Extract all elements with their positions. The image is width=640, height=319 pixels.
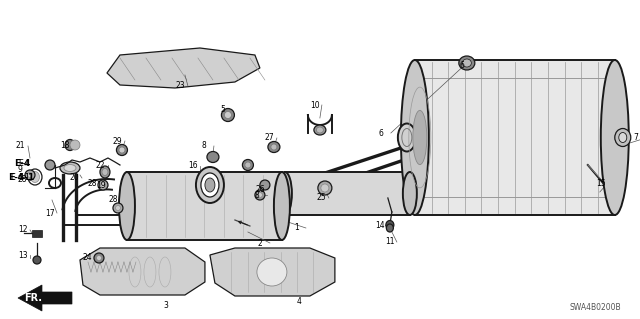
Ellipse shape (268, 142, 280, 152)
Text: E-4-1: E-4-1 (10, 173, 30, 182)
Ellipse shape (45, 160, 55, 170)
Text: 5: 5 (220, 106, 225, 115)
Ellipse shape (321, 184, 329, 192)
Ellipse shape (387, 224, 394, 232)
Ellipse shape (386, 220, 394, 229)
Ellipse shape (28, 173, 33, 177)
Polygon shape (107, 48, 260, 88)
Ellipse shape (615, 129, 631, 146)
Ellipse shape (60, 162, 80, 174)
Ellipse shape (243, 160, 253, 170)
Ellipse shape (221, 108, 234, 122)
Ellipse shape (403, 172, 417, 215)
Ellipse shape (398, 123, 416, 152)
Text: 6: 6 (460, 62, 465, 70)
Text: 18: 18 (60, 142, 70, 151)
Ellipse shape (25, 170, 35, 180)
Ellipse shape (257, 192, 262, 197)
Ellipse shape (196, 167, 224, 203)
Text: 7: 7 (634, 133, 639, 143)
Ellipse shape (119, 172, 135, 240)
Polygon shape (18, 285, 72, 311)
Ellipse shape (65, 139, 75, 151)
Ellipse shape (245, 162, 251, 168)
Text: 6: 6 (379, 129, 384, 137)
Ellipse shape (98, 180, 108, 190)
Polygon shape (415, 60, 615, 215)
Ellipse shape (205, 178, 215, 192)
Text: 11: 11 (385, 238, 394, 247)
Text: 23: 23 (176, 81, 186, 91)
Ellipse shape (260, 180, 270, 190)
Ellipse shape (113, 203, 123, 213)
Text: E-4: E-4 (18, 159, 30, 167)
Circle shape (70, 140, 80, 150)
Text: 27: 27 (265, 133, 275, 143)
Text: 24: 24 (83, 254, 93, 263)
Text: 28: 28 (88, 179, 97, 188)
Ellipse shape (413, 110, 427, 165)
Ellipse shape (619, 132, 627, 143)
Ellipse shape (115, 205, 120, 211)
Ellipse shape (459, 56, 475, 70)
Text: 3: 3 (163, 300, 168, 309)
Polygon shape (285, 172, 410, 215)
Polygon shape (80, 248, 205, 295)
Ellipse shape (225, 112, 232, 118)
Text: E-4: E-4 (14, 159, 30, 167)
Ellipse shape (119, 147, 125, 153)
Ellipse shape (31, 172, 40, 182)
Text: 10: 10 (310, 100, 319, 109)
Text: 14: 14 (375, 220, 385, 229)
Text: 19: 19 (96, 182, 106, 190)
Ellipse shape (33, 256, 41, 264)
Ellipse shape (255, 190, 265, 200)
Text: SWA4B0200B: SWA4B0200B (570, 303, 621, 313)
Ellipse shape (278, 172, 292, 215)
Ellipse shape (271, 144, 277, 150)
Ellipse shape (207, 152, 219, 162)
Text: 9: 9 (18, 166, 23, 174)
Text: 1: 1 (294, 224, 299, 233)
Text: FR.: FR. (24, 293, 42, 303)
Ellipse shape (100, 182, 106, 188)
Text: 26: 26 (256, 186, 266, 195)
Text: 28: 28 (18, 175, 28, 184)
Text: 4: 4 (297, 298, 302, 307)
Text: 22: 22 (96, 160, 106, 169)
Text: 2: 2 (258, 239, 262, 248)
Ellipse shape (201, 173, 219, 197)
Ellipse shape (601, 60, 628, 215)
Ellipse shape (102, 168, 108, 175)
Ellipse shape (116, 145, 127, 155)
Text: 21: 21 (16, 142, 26, 151)
Ellipse shape (401, 60, 429, 215)
Text: 25: 25 (317, 194, 326, 203)
Ellipse shape (257, 258, 287, 286)
Ellipse shape (462, 59, 471, 67)
Text: 29: 29 (113, 137, 123, 145)
Ellipse shape (274, 172, 290, 240)
Text: 28: 28 (109, 196, 118, 204)
Ellipse shape (316, 127, 323, 133)
Ellipse shape (64, 165, 76, 172)
Ellipse shape (94, 253, 104, 263)
Text: E-4-1: E-4-1 (8, 173, 35, 182)
Text: 16: 16 (188, 161, 198, 170)
Text: 15: 15 (596, 179, 605, 188)
Text: 12: 12 (18, 226, 28, 234)
Text: 13: 13 (18, 250, 28, 259)
Text: 8: 8 (202, 142, 207, 151)
Ellipse shape (100, 166, 110, 178)
Ellipse shape (97, 256, 102, 261)
Text: 17: 17 (45, 209, 54, 218)
Polygon shape (127, 172, 282, 240)
Polygon shape (210, 248, 335, 296)
Text: 8: 8 (255, 190, 260, 199)
Ellipse shape (314, 125, 326, 135)
Polygon shape (32, 230, 42, 237)
Text: 20: 20 (70, 174, 79, 182)
Ellipse shape (318, 181, 332, 195)
